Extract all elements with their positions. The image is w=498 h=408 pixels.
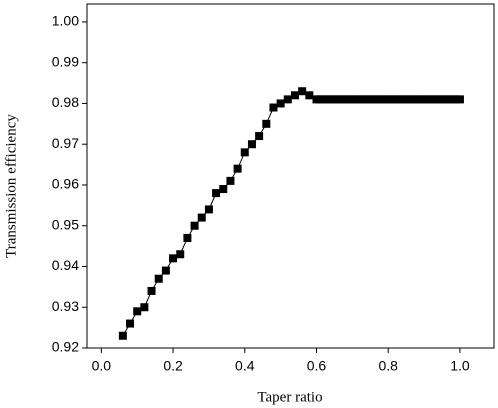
marker [197, 213, 206, 222]
y-tick-label: 0.95 [52, 216, 79, 232]
marker [169, 254, 178, 263]
marker [147, 286, 156, 295]
marker [455, 95, 464, 104]
marker [154, 274, 163, 283]
marker [212, 189, 221, 198]
y-tick-label: 0.96 [52, 176, 79, 192]
marker [276, 99, 285, 108]
marker [233, 164, 242, 173]
marker [255, 132, 264, 141]
x-tick-label: 1.0 [450, 358, 470, 374]
y-tick-label: 0.97 [52, 135, 79, 151]
y-axis-label: Transmission efficiency [3, 114, 19, 258]
marker [269, 103, 278, 112]
marker [226, 176, 235, 185]
marker [140, 303, 149, 312]
marker [290, 91, 299, 100]
plot-frame [86, 3, 495, 349]
marker [126, 319, 135, 328]
marker [161, 266, 170, 275]
y-tick-label: 0.98 [52, 94, 79, 110]
x-axis-label: Taper ratio [257, 389, 322, 405]
line [122, 90, 460, 337]
y-tick-label: 0.93 [52, 298, 79, 314]
marker [298, 87, 307, 96]
marker [133, 307, 142, 316]
x-tick-label: 0.2 [163, 358, 183, 374]
marker [283, 95, 292, 104]
y-tick-label: 0.94 [52, 257, 79, 273]
marker [183, 233, 192, 242]
marker [190, 221, 199, 230]
marker [176, 250, 185, 259]
y-tick-label: 0.99 [52, 53, 79, 69]
marker [247, 140, 256, 149]
x-tick-label: 0.8 [378, 358, 398, 374]
marker [219, 185, 228, 194]
x-tick-label: 0.4 [235, 358, 255, 374]
marker [118, 331, 127, 340]
y-tick-label: 0.92 [52, 339, 79, 355]
marker [204, 205, 213, 214]
marker [262, 119, 271, 128]
y-tick-label: 1.00 [52, 13, 79, 29]
x-tick-label: 0.6 [307, 358, 327, 374]
marker [240, 148, 249, 157]
marker [305, 91, 314, 100]
x-tick-label: 0.0 [92, 358, 112, 374]
